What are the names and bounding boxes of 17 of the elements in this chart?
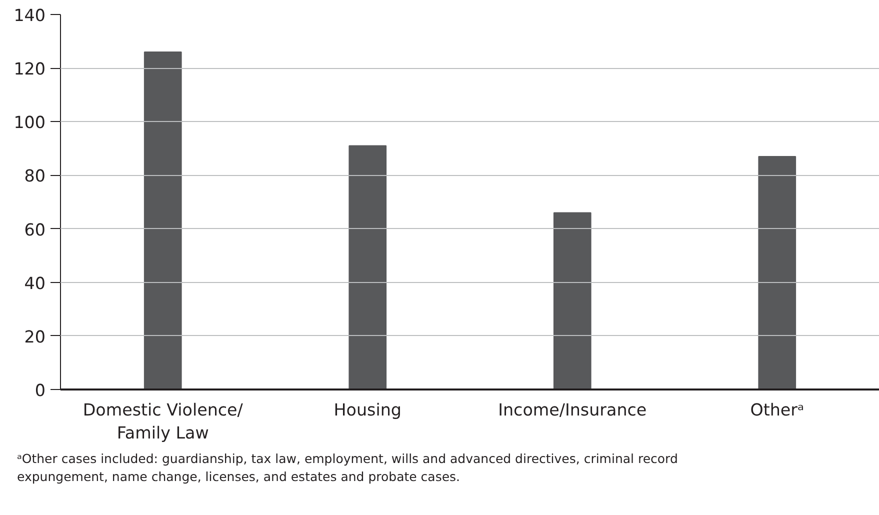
- y-tick-label: 40: [24, 274, 46, 293]
- text: ᵃOther cases included: guardianship, tax law, employment, wills and advanced directives, criminal record expungement, name change, licenses, and estates and probate cases.: [17, 450, 678, 485]
- y-tick-label: 60: [24, 220, 46, 240]
- bar: [758, 156, 796, 390]
- bar: [553, 212, 592, 390]
- x-tick-label: Income/Insurance: [498, 400, 647, 420]
- bar: [144, 52, 182, 390]
- x-tick-label: Otherᵃ: [750, 400, 804, 420]
- x-tick-label: Domestic Violence/ Family Law: [82, 400, 244, 442]
- y-tick-label: 140: [14, 6, 46, 25]
- y-tick-label: 20: [24, 327, 46, 346]
- y-tick-label: 100: [14, 113, 46, 132]
- y-tick-label: 120: [14, 60, 46, 79]
- y-tick-label: 0: [34, 381, 46, 400]
- bar: [348, 145, 387, 390]
- y-tick-label: 80: [24, 166, 46, 186]
- x-tick-label: Housing: [334, 400, 402, 420]
